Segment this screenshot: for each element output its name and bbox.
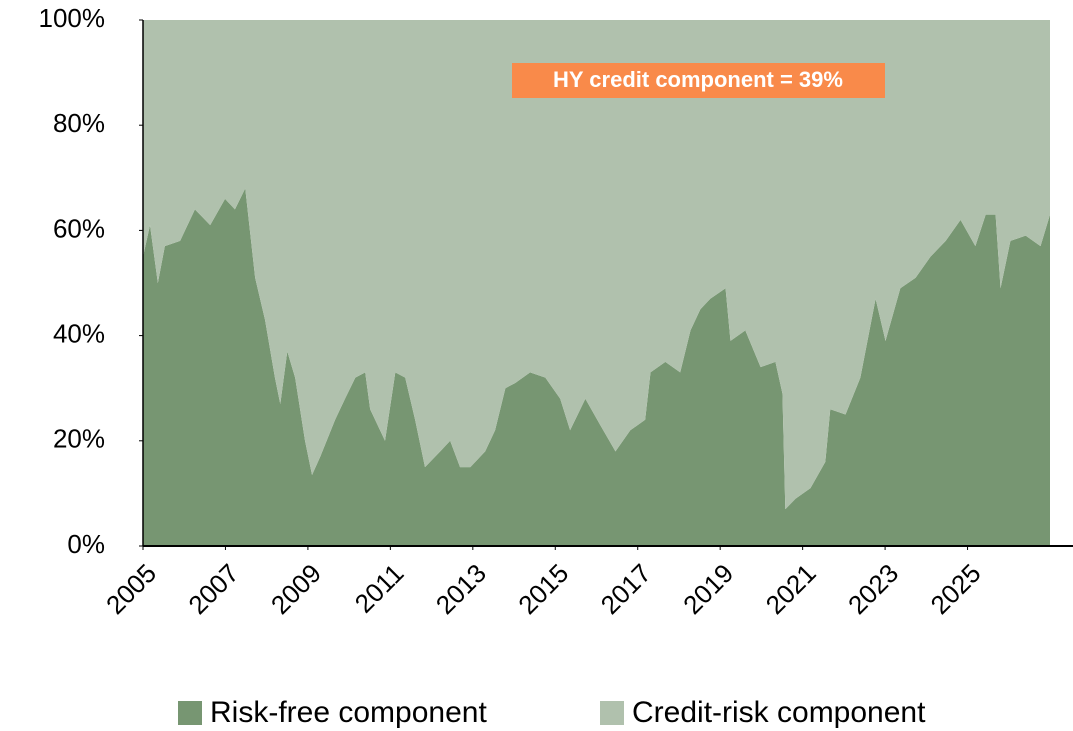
x-tick-label: 2009	[265, 558, 327, 620]
x-tick-label: 2021	[760, 558, 822, 620]
legend-label: Credit-risk component	[632, 696, 926, 729]
y-tick-label: 60%	[53, 213, 105, 243]
y-tick-label: 0%	[67, 529, 105, 559]
y-tick-label: 80%	[53, 108, 105, 138]
x-tick-label: 2023	[842, 558, 904, 620]
x-tick-label: 2025	[925, 558, 987, 620]
x-tick-label: 2019	[677, 558, 739, 620]
area	[143, 188, 1050, 546]
x-tick-label: 2015	[512, 558, 574, 620]
legend-swatch	[178, 701, 202, 725]
annotation-box	[512, 63, 885, 98]
plot	[143, 20, 1050, 546]
area	[143, 20, 1050, 510]
x-tick-label: 2013	[430, 558, 492, 620]
y-tick-label: 20%	[53, 424, 105, 454]
x-tick-label: 2017	[595, 558, 657, 620]
legend-label: Risk-free component	[210, 696, 487, 729]
y-tick-label: 100%	[39, 3, 106, 33]
x-tick-label: 2007	[182, 558, 244, 620]
annotation: HY credit component = 39%	[553, 67, 843, 92]
x-tick-label: 2005	[100, 558, 162, 620]
x-tick-label: 2011	[349, 558, 410, 619]
y-tick-label: 40%	[53, 318, 105, 348]
legend-swatch	[600, 701, 624, 725]
